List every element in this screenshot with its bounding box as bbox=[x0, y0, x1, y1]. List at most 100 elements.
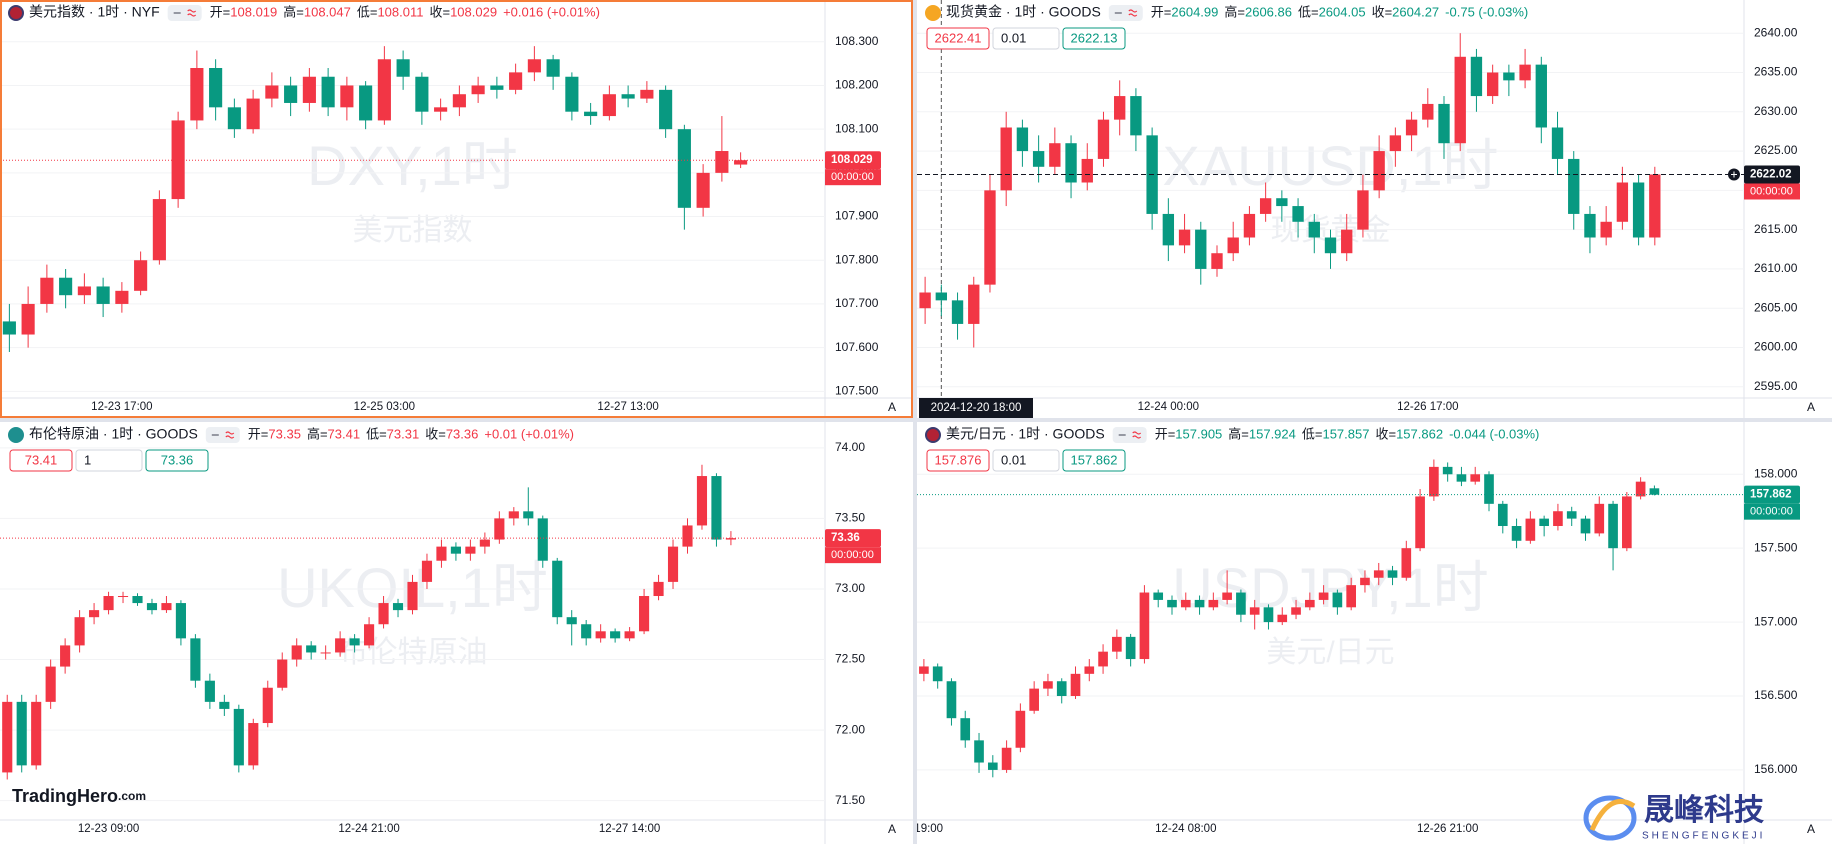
candle-body bbox=[1387, 570, 1398, 578]
legend-value: 2604.99 bbox=[1171, 4, 1218, 19]
candle-body bbox=[248, 723, 259, 766]
buy-button-label: 73.36 bbox=[161, 452, 194, 467]
sell-button-box[interactable] bbox=[926, 27, 990, 50]
sell-button-box[interactable] bbox=[9, 449, 73, 472]
y-tick-label: 107.600 bbox=[835, 340, 879, 354]
candle-body bbox=[89, 610, 100, 618]
candle-body bbox=[1308, 221, 1320, 238]
candle-body bbox=[919, 292, 931, 309]
candle-body bbox=[233, 708, 244, 766]
auto-scale-button[interactable] bbox=[1802, 821, 1820, 839]
sell-button-box[interactable] bbox=[926, 449, 990, 472]
candle-body bbox=[1222, 592, 1232, 600]
buy-button-box[interactable] bbox=[145, 449, 209, 472]
candle-body bbox=[2, 701, 13, 773]
legend-change: -0.75 (-0.03%) bbox=[1445, 4, 1528, 19]
watermark-symbol: USDJPY,1时 bbox=[1172, 556, 1488, 619]
candle-body bbox=[190, 68, 204, 121]
candle-body bbox=[960, 718, 971, 741]
logo: 晟峰科技 SHENGFENGKEJI bbox=[1583, 794, 1764, 842]
candle-body bbox=[1259, 198, 1272, 214]
symbol-name: 美元/日元 · 1时 · GOODS bbox=[946, 426, 1105, 442]
buy-button-box[interactable] bbox=[1062, 27, 1126, 50]
y-tick-label: 2595.00 bbox=[1754, 379, 1798, 393]
auto-scale-label: A bbox=[1807, 400, 1815, 414]
candle-body bbox=[1276, 198, 1288, 207]
sell-button-label: 157.876 bbox=[935, 452, 982, 467]
legend-value: 108.047 bbox=[304, 4, 351, 19]
panel-background bbox=[917, 0, 1832, 418]
countdown-box bbox=[1744, 183, 1800, 200]
chip-wave bbox=[1128, 9, 1138, 17]
candle-body bbox=[161, 603, 172, 611]
auto-scale-button[interactable] bbox=[883, 821, 901, 839]
symbol-name: 美元指数 · 1时 · NYF bbox=[29, 4, 160, 20]
candle-body bbox=[621, 94, 635, 99]
candle-body bbox=[321, 76, 335, 108]
candle-body bbox=[1167, 599, 1177, 608]
candle-body bbox=[523, 511, 534, 519]
candle-body bbox=[932, 666, 943, 682]
candle-body bbox=[1318, 592, 1329, 600]
quantity-input-box[interactable] bbox=[75, 449, 143, 472]
candle-body bbox=[45, 666, 56, 702]
candle-body bbox=[291, 645, 302, 660]
candle-body bbox=[1043, 681, 1053, 689]
candle-body bbox=[974, 740, 984, 763]
candle-body bbox=[1195, 229, 1207, 269]
candle-body bbox=[624, 631, 635, 639]
symbol-icon bbox=[925, 5, 941, 21]
last-price-box bbox=[1744, 165, 1800, 184]
candle-body bbox=[277, 659, 288, 688]
chip-wave bbox=[187, 9, 197, 17]
candle-body bbox=[1277, 614, 1288, 623]
auto-scale-button[interactable] bbox=[1802, 399, 1820, 417]
auto-scale-button[interactable] bbox=[883, 399, 901, 417]
legend-value: 73.41 bbox=[328, 426, 361, 441]
candle-body bbox=[1015, 710, 1026, 748]
y-tick-label: 2605.00 bbox=[1754, 300, 1798, 314]
legend-value: 73.35 bbox=[268, 426, 301, 441]
candle-body bbox=[1194, 599, 1205, 608]
header-chip bbox=[205, 427, 240, 443]
y-tick-label: 107.800 bbox=[835, 252, 879, 266]
candle-body bbox=[490, 85, 504, 90]
x-tick-label: 12-26 21:00 bbox=[1417, 823, 1478, 835]
watermark-symbol: XAUUSD,1时 bbox=[1162, 134, 1498, 197]
sell-button-label: 2622.41 bbox=[935, 30, 982, 45]
x-tick-label: 12-24 08:00 bbox=[1155, 823, 1216, 835]
candle-body bbox=[1551, 127, 1564, 159]
candle-body bbox=[1525, 518, 1536, 541]
candle-body bbox=[1065, 143, 1077, 183]
candle-body bbox=[919, 666, 929, 674]
logo-ring bbox=[1583, 795, 1637, 841]
candle-body bbox=[1180, 599, 1191, 608]
candle-body bbox=[1001, 747, 1012, 770]
candle-body bbox=[1454, 56, 1466, 144]
candle-body bbox=[1341, 229, 1353, 254]
candle-body bbox=[306, 645, 317, 653]
candle-body bbox=[284, 85, 298, 103]
candle-body bbox=[335, 638, 346, 653]
header-chip bbox=[1112, 427, 1147, 443]
x-tick-label: 12-23 09:00 bbox=[78, 823, 139, 835]
chart-panel: UKOIL,1时布伦特原油74.0073.5073.0072.5072.0071… bbox=[0, 422, 913, 844]
chart-panel: DXY,1时美元指数108.300108.200108.100108.00010… bbox=[0, 0, 913, 418]
y-tick-label: 108.300 bbox=[835, 34, 879, 48]
candle-body bbox=[1373, 570, 1384, 578]
candle-body bbox=[190, 638, 201, 681]
legend-label: 低= bbox=[366, 426, 387, 441]
buy-button-box[interactable] bbox=[1062, 449, 1126, 472]
y-tick-label: 158.000 bbox=[1754, 466, 1798, 480]
candle-body bbox=[1497, 503, 1508, 527]
candle-body bbox=[1263, 607, 1274, 623]
candle-body bbox=[1486, 72, 1499, 97]
candle-body bbox=[1535, 64, 1547, 128]
candle-body bbox=[465, 546, 476, 554]
quantity-input-box[interactable] bbox=[992, 27, 1060, 50]
legend-label: 收= bbox=[1372, 4, 1393, 19]
panel-background bbox=[0, 0, 913, 418]
candle-body bbox=[246, 98, 260, 130]
candle-body bbox=[1324, 237, 1337, 254]
quantity-input-box[interactable] bbox=[992, 449, 1060, 472]
